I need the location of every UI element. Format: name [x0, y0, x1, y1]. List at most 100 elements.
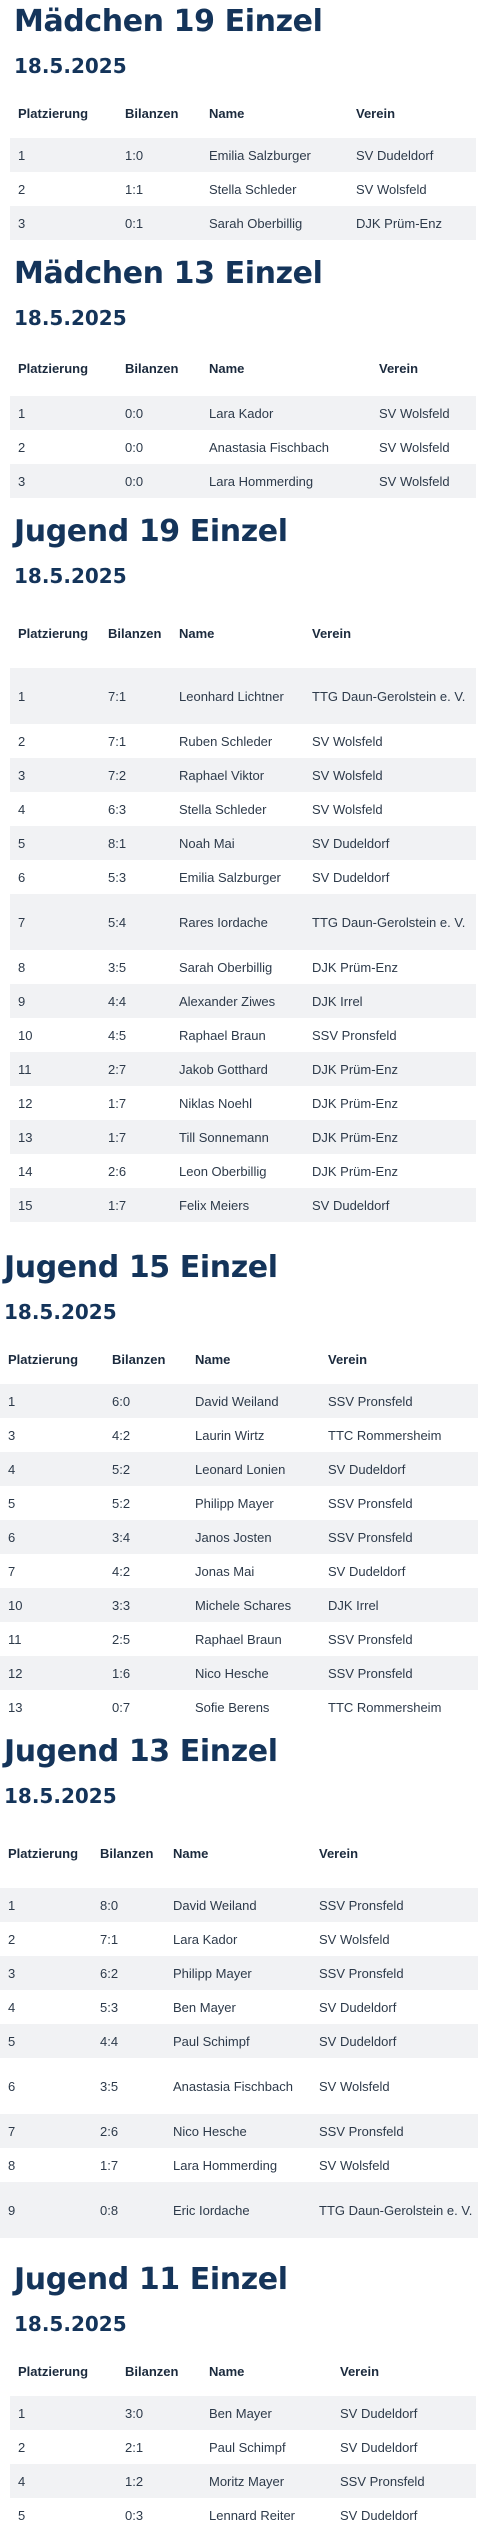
results-table: Platzierung Bilanzen Name Verein 1 6:0 David W… — [0, 1334, 478, 1724]
cell-platzierung: 15 — [10, 1188, 100, 1222]
cell-platzierung: 2 — [0, 1922, 92, 1956]
cell-name: Niklas Noehl — [171, 1086, 304, 1120]
cell-verein: TTC Rommersheim — [320, 1418, 478, 1452]
cell-bilanzen: 0:0 — [117, 396, 201, 430]
table-row: 3 4:2 Laurin Wirtz TTC Rommersheim — [0, 1418, 478, 1452]
cell-name: Michele Schares — [187, 1588, 320, 1622]
table-row: 10 3:3 Michele Schares DJK Irrel — [0, 1588, 478, 1622]
cell-verein: SV Dudeldorf — [304, 860, 476, 894]
cell-bilanzen: 1:6 — [104, 1656, 187, 1690]
header-verein: Verein — [379, 360, 419, 376]
table-row: 14 2:6 Leon Oberbillig DJK Prüm-Enz — [10, 1154, 476, 1188]
cell-verein: SV Dudeldorf — [320, 1452, 478, 1486]
cell-name: Raphael Viktor — [171, 758, 304, 792]
section-jugend-11: Jugend 11 Einzel 18.5.2025 Platzierung Bila… — [0, 2258, 480, 2532]
cell-name: Lara Hommerding — [165, 2148, 311, 2182]
cell-bilanzen: 4:2 — [104, 1418, 187, 1452]
section-date: 18.5.2025 — [14, 54, 127, 78]
cell-name: Leonard Lonien — [187, 1452, 320, 1486]
cell-name: Noah Mai — [171, 826, 304, 860]
cell-bilanzen: 1:7 — [100, 1120, 171, 1154]
cell-bilanzen: 0:8 — [92, 2182, 165, 2238]
cell-verein: SSV Pronsfeld — [332, 2464, 476, 2498]
cell-name: Anastasia Fischbach — [165, 2058, 311, 2114]
table-row: 4 5:2 Leonard Lonien SV Dudeldorf — [0, 1452, 478, 1486]
cell-verein: SV Dudeldorf — [311, 1990, 478, 2024]
cell-verein: SSV Pronsfeld — [304, 1018, 476, 1052]
cell-verein: TTC Rommersheim — [320, 1690, 478, 1724]
table-row: 2 7:1 Lara Kador SV Wolsfeld — [0, 1922, 478, 1956]
cell-platzierung: 2 — [10, 2430, 117, 2464]
cell-platzierung: 5 — [0, 2024, 92, 2058]
cell-name: Lennard Reiter — [201, 2498, 332, 2532]
table-row: 4 1:2 Moritz Mayer SSV Pronsfeld — [10, 2464, 476, 2498]
section-title: Jugend 19 Einzel — [14, 514, 288, 549]
table-row: 5 0:3 Lennard Reiter SV Dudeldorf — [10, 2498, 476, 2532]
cell-bilanzen: 4:4 — [92, 2024, 165, 2058]
cell-platzierung: 6 — [0, 2058, 92, 2114]
table-row: 7 2:6 Nico Hesche SSV Pronsfeld — [0, 2114, 478, 2148]
cell-name: Emilia Salzburger — [201, 138, 348, 172]
table-row: 5 4:4 Paul Schimpf SV Dudeldorf — [0, 2024, 478, 2058]
cell-platzierung: 2 — [10, 172, 117, 206]
header-platzierung: Platzierung — [18, 625, 89, 641]
cell-verein: SV Dudeldorf — [332, 2498, 476, 2532]
cell-bilanzen: 6:0 — [104, 1384, 187, 1418]
header-bilanzen: Bilanzen — [125, 2363, 179, 2379]
table-header-row: Platzierung Bilanzen Name Verein — [10, 88, 476, 138]
cell-bilanzen: 3:5 — [92, 2058, 165, 2114]
cell-platzierung: 3 — [0, 1418, 104, 1452]
table-row: 2 0:0 Anastasia Fischbach SV Wolsfeld — [10, 430, 476, 464]
table-row: 1 1:0 Emilia Salzburger SV Dudeldorf — [10, 138, 476, 172]
cell-bilanzen: 0:1 — [117, 206, 201, 240]
cell-platzierung: 10 — [10, 1018, 100, 1052]
cell-bilanzen: 6:2 — [92, 1956, 165, 1990]
cell-bilanzen: 7:1 — [100, 724, 171, 758]
cell-bilanzen: 7:2 — [100, 758, 171, 792]
header-verein: Verein — [319, 1845, 359, 1861]
cell-verein: SV Wolsfeld — [311, 2148, 478, 2182]
header-verein: Verein — [340, 2363, 380, 2379]
cell-platzierung: 7 — [10, 894, 100, 950]
cell-platzierung: 8 — [0, 2148, 92, 2182]
cell-name: Leon Oberbillig — [171, 1154, 304, 1188]
cell-bilanzen: 0:7 — [104, 1690, 187, 1724]
cell-platzierung: 12 — [0, 1656, 104, 1690]
cell-name: Anastasia Fischbach — [201, 430, 371, 464]
section-jugend-13: Jugend 13 Einzel 18.5.2025 Platzierung Bila… — [0, 1730, 480, 2238]
section-jugend-15: Jugend 15 Einzel 18.5.2025 Platzierung Bila… — [0, 1246, 480, 1724]
cell-bilanzen: 1:0 — [117, 138, 201, 172]
header-platzierung: Platzierung — [8, 1351, 79, 1367]
header-name: Name — [209, 105, 245, 121]
header-name: Name — [173, 1845, 209, 1861]
cell-platzierung: 5 — [10, 2498, 117, 2532]
cell-platzierung: 14 — [10, 1154, 100, 1188]
cell-name: Paul Schimpf — [201, 2430, 332, 2464]
cell-platzierung: 1 — [10, 396, 117, 430]
cell-verein: TTG Daun-Gerolstein e. V. — [311, 2182, 478, 2238]
cell-bilanzen: 5:2 — [104, 1452, 187, 1486]
cell-name: Lara Kador — [165, 1922, 311, 1956]
cell-platzierung: 7 — [0, 2114, 92, 2148]
cell-verein: SV Wolsfeld — [304, 724, 476, 758]
table-row: 13 1:7 Till Sonnemann DJK Prüm-Enz — [10, 1120, 476, 1154]
cell-verein: DJK Prüm-Enz — [348, 206, 476, 240]
cell-bilanzen: 1:2 — [117, 2464, 201, 2498]
header-verein: Verein — [312, 625, 352, 641]
table-row: 1 7:1 Leonhard Lichtner TTG Daun-Gerolstein… — [10, 668, 476, 724]
cell-name: Rares Iordache — [171, 894, 304, 950]
cell-platzierung: 6 — [10, 860, 100, 894]
table-row: 6 5:3 Emilia Salzburger SV Dudeldorf — [10, 860, 476, 894]
cell-platzierung: 11 — [0, 1622, 104, 1656]
table-row: 11 2:5 Raphael Braun SSV Pronsfeld — [0, 1622, 478, 1656]
cell-bilanzen: 5:4 — [100, 894, 171, 950]
cell-verein: SV Wolsfeld — [371, 464, 476, 498]
header-name: Name — [195, 1351, 231, 1367]
cell-platzierung: 1 — [0, 1384, 104, 1418]
cell-verein: TTG Daun-Gerolstein e. V. — [304, 668, 476, 724]
cell-bilanzen: 0:3 — [117, 2498, 201, 2532]
table-row: 12 1:7 Niklas Noehl DJK Prüm-Enz — [10, 1086, 476, 1120]
table-row: 12 1:6 Nico Hesche SSV Pronsfeld — [0, 1656, 478, 1690]
table-row: 15 1:7 Felix Meiers SV Dudeldorf — [10, 1188, 476, 1222]
section-title: Mädchen 19 Einzel — [14, 4, 323, 39]
